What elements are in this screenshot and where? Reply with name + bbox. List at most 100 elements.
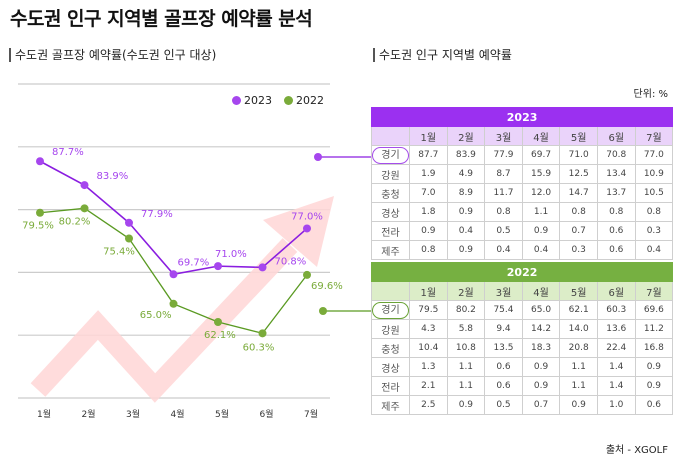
table-row: 강원 1.9 4.9 8.7 15.9 12.5 13.4 10.9 xyxy=(371,164,674,184)
table-cell-value: 1.0 xyxy=(596,395,636,415)
table-row: 충청 7.0 8.9 11.7 12.0 14.7 13.7 10.5 xyxy=(371,183,674,203)
table-cell-value: 14.0 xyxy=(559,319,598,339)
data-point-2022 xyxy=(36,208,44,217)
x-tick-label: 7월 xyxy=(304,408,318,420)
region-label: 경상 xyxy=(371,202,410,222)
table-row: 제주 2.5 0.9 0.5 0.7 0.9 1.0 0.6 xyxy=(371,395,674,415)
data-point-2023 xyxy=(258,263,267,272)
table-year-header: 2022 xyxy=(370,262,674,282)
table-cell-value: 0.5 xyxy=(484,395,523,415)
table-cell-value: 0.8 xyxy=(484,202,523,222)
table-row: 충청 10.4 10.8 13.5 18.3 20.8 22.4 16.8 xyxy=(371,338,674,358)
table-month-row: 1월 2월 3월 4월 5월 6월 7월 xyxy=(371,126,674,146)
table-cell-value: 10.4 xyxy=(409,338,448,358)
table-month-row: 1월 2월 3월 4월 5월 6월 7월 xyxy=(371,281,674,301)
connector-dot-2023 xyxy=(314,153,322,161)
data-label-2022: 79.5% xyxy=(22,221,54,232)
table-cell-value: 0.9 xyxy=(446,240,486,260)
x-tick-label: 6월 xyxy=(259,408,273,420)
legend-label: 2022 xyxy=(296,94,324,107)
table-cell-value: 1.4 xyxy=(596,357,636,377)
table-cell-value: 83.9 xyxy=(446,145,486,165)
table-row: 강원 4.3 5.8 9.4 14.2 14.0 13.6 11.2 xyxy=(371,319,674,339)
table-month-header: 5월 xyxy=(559,126,598,146)
table-cell-value: 9.4 xyxy=(484,319,523,339)
table-month-header: 4월 xyxy=(521,126,561,146)
region-label: 제주 xyxy=(371,240,410,260)
table-cell-value: 12.0 xyxy=(521,183,561,203)
region-label: 경기 xyxy=(371,300,410,320)
data-label-2022: 65.0% xyxy=(140,310,172,321)
table-month-header: 5월 xyxy=(559,281,598,301)
gridlines xyxy=(18,83,330,399)
table-cell-value: 0.3 xyxy=(634,221,674,241)
table-cell-value: 13.4 xyxy=(596,164,636,184)
data-label-2022: 62.1% xyxy=(204,330,236,341)
table-cell-value: 62.1 xyxy=(559,300,598,320)
table-cell-value: 1.1 xyxy=(559,376,598,396)
region-label: 경기 xyxy=(371,145,410,165)
data-label-2022: 75.4% xyxy=(103,246,135,257)
table-cell-value: 10.5 xyxy=(634,183,674,203)
x-tick-label: 2월 xyxy=(81,408,95,420)
table-cell-value: 0.8 xyxy=(596,202,636,222)
highlighted-region-label: 경기 xyxy=(372,301,409,319)
table-year-row: 2022 xyxy=(370,262,674,282)
table-cell-value: 80.2 xyxy=(446,300,486,320)
data-labels: 87.7% 83.9% 77.9% 69.7% 71.0% 70.8% 77.0% 79.5%… xyxy=(22,147,343,353)
data-label-2023: 69.7% xyxy=(178,257,210,268)
table-cell-value: 71.0 xyxy=(559,145,598,165)
table-cell-value: 0.4 xyxy=(484,240,523,260)
legend-label: 2023 xyxy=(244,94,272,107)
chart-section-title: 수도권 골프장 예약률(수도권 인구 대상) xyxy=(9,48,216,62)
table-row: 경기 79.5 80.2 75.4 65.0 62.1 60.3 69.6 xyxy=(371,300,674,320)
table-year-header: 2023 xyxy=(370,107,674,127)
table-cell-value: 8.9 xyxy=(446,183,486,203)
table-cell-value: 1.1 xyxy=(446,376,486,396)
table-cell-value: 2.5 xyxy=(409,395,448,415)
table-cell-value: 70.8 xyxy=(596,145,636,165)
data-label-2023: 77.9% xyxy=(141,209,173,220)
data-label-2022: 80.2% xyxy=(59,216,91,227)
table-cell-value: 0.9 xyxy=(521,357,561,377)
table-cell-value: 77.9 xyxy=(484,145,523,165)
highlighted-region-label: 경기 xyxy=(372,146,409,164)
region-label: 강원 xyxy=(371,319,410,339)
table-cell-value: 18.3 xyxy=(521,338,561,358)
table-row: 경상 1.3 1.1 0.6 0.9 1.1 1.4 0.9 xyxy=(371,357,674,377)
table-cell-value: 16.8 xyxy=(634,338,674,358)
table-cell-value: 11.7 xyxy=(484,183,523,203)
data-point-2022 xyxy=(80,204,89,213)
table-cell-value: 0.6 xyxy=(596,240,636,260)
page-title: 수도권 인구 지역별 골프장 예약률 분석 xyxy=(10,8,313,30)
table-2023: 2023 1월 2월 3월 4월 5월 6월 7월 경기 87.7 83.9 77.9 69.7 71.0… xyxy=(370,107,674,260)
x-tick-label: 4월 xyxy=(170,408,184,420)
table-cell-value: 0.6 xyxy=(596,221,636,241)
data-point-2022 xyxy=(214,318,222,327)
table-cell-value: 0.9 xyxy=(559,395,598,415)
data-point-2022 xyxy=(258,329,267,338)
table-cell-value: 0.9 xyxy=(446,202,486,222)
table-cell-value: 0.7 xyxy=(521,395,561,415)
data-label-2023: 77.0% xyxy=(291,211,323,222)
series xyxy=(36,157,311,338)
table-cell-value: 5.8 xyxy=(446,319,486,339)
table-cell-value: 0.6 xyxy=(634,395,674,415)
table-row: 경상 1.8 0.9 0.8 1.1 0.8 0.8 0.8 xyxy=(371,202,674,222)
table-cell-value: 1.1 xyxy=(559,357,598,377)
table-cell-value: 0.9 xyxy=(634,376,674,396)
legend-item-2022[interactable]: 2022 xyxy=(284,94,324,107)
table-connectors xyxy=(314,153,372,315)
legend-item-2023[interactable]: 2023 xyxy=(232,94,272,107)
table-cell-value: 10.9 xyxy=(634,164,674,184)
table-cell-value: 0.4 xyxy=(634,240,674,260)
trend-arrow-shaft xyxy=(30,238,298,403)
data-point-2023 xyxy=(169,270,178,279)
table-cell-value: 69.7 xyxy=(521,145,561,165)
unit-label: 단위: % xyxy=(633,89,668,100)
table-cell-value: 0.5 xyxy=(484,221,523,241)
data-point-2022 xyxy=(303,270,311,279)
table-cell-value: 4.9 xyxy=(446,164,486,184)
table-cell-value: 13.7 xyxy=(596,183,636,203)
table-cell-value: 1.8 xyxy=(409,202,448,222)
